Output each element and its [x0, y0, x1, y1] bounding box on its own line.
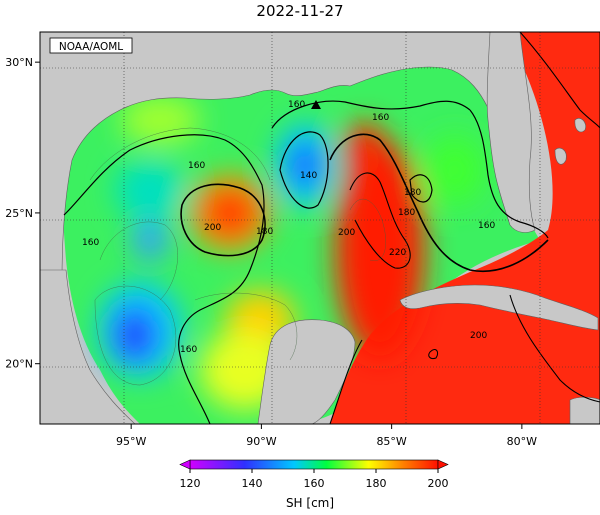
graticule — [40, 32, 600, 424]
contour-label: 160 — [188, 161, 205, 171]
map-plot-area: 160 160 160 160 160 140 180 180 180 200 … — [40, 32, 600, 424]
credit-box: NOAA/AOML — [49, 37, 133, 54]
contour-label: 220 — [389, 248, 406, 258]
contour-label: 160 — [372, 113, 389, 123]
colorbar-min-arrow — [179, 459, 191, 470]
colorbar-tick-label: 200 — [428, 477, 449, 490]
colorbar: 120 140 160 180 200 — [179, 459, 449, 490]
contour-label: 180 — [256, 227, 273, 237]
land-masks — [40, 32, 600, 424]
colorbar-tick-label: 140 — [242, 477, 263, 490]
contour-label: 140 — [300, 171, 317, 181]
colorbar-bar — [189, 459, 439, 470]
contour-lines — [63, 32, 600, 424]
lat-tick-label: 25°N — [5, 207, 33, 220]
lon-tick-label: 80°W — [507, 435, 537, 448]
lat-tick-label: 30°N — [5, 56, 33, 69]
anomaly-field — [98, 95, 485, 410]
contour-labels: 160 160 160 160 160 140 180 180 180 200 … — [82, 100, 495, 355]
lon-tick-label: 90°W — [246, 435, 276, 448]
contour-label: 160 — [180, 345, 197, 355]
credit-text: NOAA/AOML — [59, 41, 123, 53]
contour-label: 200 — [338, 228, 355, 238]
map-title: 2022-11-27 — [256, 2, 344, 20]
lon-tick-label: 85°W — [376, 435, 406, 448]
colorbar-max-arrow — [437, 459, 449, 470]
plot-frame — [39, 31, 600, 425]
contour-label: 200 — [470, 331, 487, 341]
colorbar-tick-label: 120 — [180, 477, 201, 490]
contour-label: 160 — [288, 100, 305, 110]
station-triangle-icon — [311, 100, 321, 109]
contour-label: 180 — [404, 188, 421, 198]
colorbar-label: SH [cm] — [285, 496, 335, 510]
contour-label: 200 — [204, 223, 221, 233]
contour-label: 160 — [478, 221, 495, 231]
contour-label: 160 — [82, 238, 99, 248]
lon-tick-label: 95°W — [116, 435, 146, 448]
colorbar-tick-label: 180 — [366, 477, 387, 490]
axis-ticks: 95°W 90°W 85°W 80°W 30°N 25°N 20°N — [5, 56, 537, 448]
contour-label: 180 — [398, 208, 415, 218]
colorbar-tick-label: 160 — [304, 477, 325, 490]
lat-tick-label: 20°N — [5, 358, 33, 371]
